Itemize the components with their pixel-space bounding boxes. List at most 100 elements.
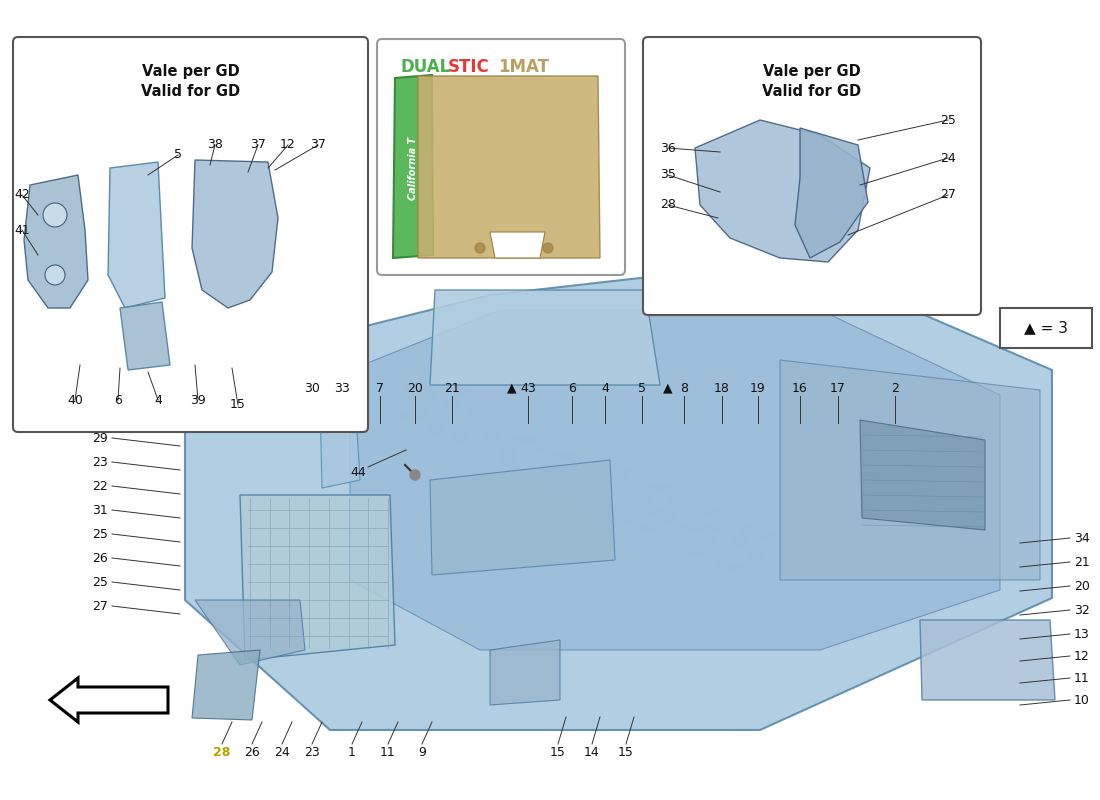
Text: 35: 35 xyxy=(660,169,675,182)
Text: 30: 30 xyxy=(304,382,320,394)
FancyBboxPatch shape xyxy=(1000,308,1092,348)
Text: 16: 16 xyxy=(792,382,807,394)
Circle shape xyxy=(475,243,485,253)
Text: 38: 38 xyxy=(207,138,223,151)
Text: 25: 25 xyxy=(92,527,108,541)
Text: 23: 23 xyxy=(304,746,320,758)
Text: 5: 5 xyxy=(638,382,646,394)
Polygon shape xyxy=(920,620,1055,700)
Text: since1985: since1985 xyxy=(378,362,781,598)
Text: 4: 4 xyxy=(601,382,609,394)
Polygon shape xyxy=(795,128,868,258)
Polygon shape xyxy=(108,162,165,308)
FancyBboxPatch shape xyxy=(377,39,625,275)
Text: California T: California T xyxy=(408,136,418,200)
Text: 11: 11 xyxy=(381,746,396,758)
Polygon shape xyxy=(350,310,1000,650)
Text: 12: 12 xyxy=(280,138,296,151)
Text: 9: 9 xyxy=(418,746,426,758)
Text: 14: 14 xyxy=(584,746,600,758)
Text: 1: 1 xyxy=(348,746,356,758)
FancyArrow shape xyxy=(50,678,168,722)
Polygon shape xyxy=(192,650,260,720)
Text: 28: 28 xyxy=(660,198,675,211)
Text: 36: 36 xyxy=(660,142,675,154)
Polygon shape xyxy=(195,600,305,665)
Polygon shape xyxy=(393,75,433,258)
Polygon shape xyxy=(490,640,560,705)
Text: 20: 20 xyxy=(1074,579,1090,593)
Text: 15: 15 xyxy=(230,398,246,411)
Text: ▲ = 3: ▲ = 3 xyxy=(1024,321,1068,335)
Text: 25: 25 xyxy=(92,575,108,589)
Circle shape xyxy=(543,243,553,253)
Text: 15: 15 xyxy=(550,746,565,758)
Text: 27: 27 xyxy=(940,189,956,202)
Text: 6: 6 xyxy=(568,382,576,394)
Text: 5: 5 xyxy=(174,149,182,162)
Polygon shape xyxy=(780,360,1040,580)
Polygon shape xyxy=(120,302,170,370)
Text: 18: 18 xyxy=(714,382,730,394)
Text: 2: 2 xyxy=(891,382,899,394)
Text: 43: 43 xyxy=(520,382,536,394)
Text: Vale per GD
Valid for GD: Vale per GD Valid for GD xyxy=(141,64,240,98)
Text: ▲: ▲ xyxy=(507,382,517,394)
Text: 27: 27 xyxy=(92,599,108,613)
Polygon shape xyxy=(24,175,88,308)
FancyBboxPatch shape xyxy=(13,37,368,432)
Text: 24: 24 xyxy=(940,151,956,165)
Polygon shape xyxy=(490,232,544,258)
Polygon shape xyxy=(185,270,1052,730)
Text: 32: 32 xyxy=(1074,603,1090,617)
Text: 7: 7 xyxy=(376,382,384,394)
FancyBboxPatch shape xyxy=(644,37,981,315)
Polygon shape xyxy=(430,460,615,575)
Text: 29: 29 xyxy=(92,431,108,445)
Circle shape xyxy=(43,203,67,227)
Polygon shape xyxy=(192,160,278,308)
Text: 40: 40 xyxy=(67,394,82,406)
Polygon shape xyxy=(418,76,600,258)
Text: 23: 23 xyxy=(92,455,108,469)
Text: 19: 19 xyxy=(750,382,766,394)
Text: 8: 8 xyxy=(680,382,688,394)
Text: Vale per GD
Valid for GD: Vale per GD Valid for GD xyxy=(762,64,861,98)
Text: 41: 41 xyxy=(14,223,30,237)
Circle shape xyxy=(410,470,420,480)
Text: 12: 12 xyxy=(1074,650,1090,662)
Text: STIC: STIC xyxy=(448,58,490,76)
Text: 34: 34 xyxy=(1074,531,1090,545)
Text: 25: 25 xyxy=(940,114,956,126)
Text: 15: 15 xyxy=(618,746,634,758)
Text: 10: 10 xyxy=(1074,694,1090,706)
Text: 26: 26 xyxy=(92,551,108,565)
Text: ▲: ▲ xyxy=(663,382,673,394)
Text: 4: 4 xyxy=(154,394,162,406)
Polygon shape xyxy=(860,420,984,530)
Text: 21: 21 xyxy=(1074,555,1090,569)
Polygon shape xyxy=(240,495,395,660)
Text: 31: 31 xyxy=(92,503,108,517)
Text: 42: 42 xyxy=(14,189,30,202)
Text: 11: 11 xyxy=(1074,671,1090,685)
Text: 21: 21 xyxy=(444,382,460,394)
Text: 39: 39 xyxy=(190,394,206,406)
Text: 28: 28 xyxy=(213,746,231,758)
Text: 13: 13 xyxy=(1074,627,1090,641)
Circle shape xyxy=(45,265,65,285)
Text: 26: 26 xyxy=(244,746,260,758)
Text: DUAL: DUAL xyxy=(400,58,450,76)
Text: 37: 37 xyxy=(310,138,326,151)
Text: 22: 22 xyxy=(92,479,108,493)
Text: 6: 6 xyxy=(114,394,122,406)
Text: 17: 17 xyxy=(830,382,846,394)
Text: 44: 44 xyxy=(350,466,366,478)
Polygon shape xyxy=(430,290,660,385)
Polygon shape xyxy=(695,120,870,262)
Text: 37: 37 xyxy=(250,138,266,151)
Text: 33: 33 xyxy=(334,382,350,394)
Text: 20: 20 xyxy=(407,382,422,394)
Polygon shape xyxy=(320,395,360,488)
Text: 24: 24 xyxy=(274,746,290,758)
